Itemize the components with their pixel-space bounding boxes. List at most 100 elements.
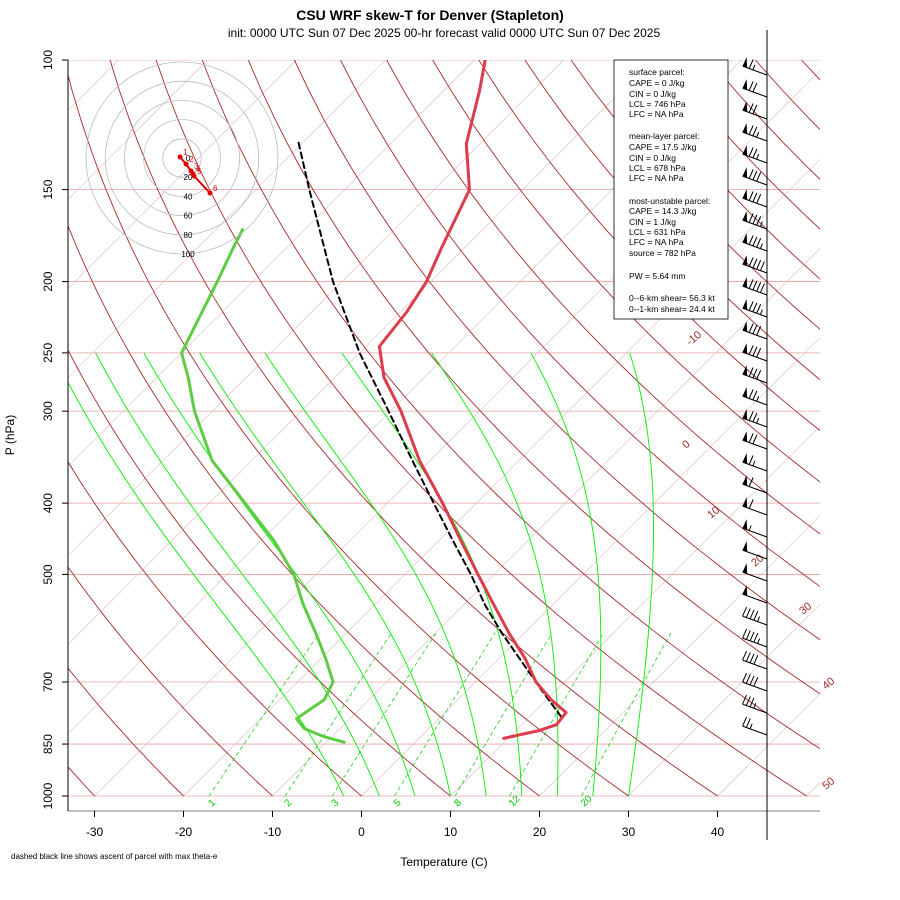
isotherm-line bbox=[68, 60, 119, 111]
wind-barb bbox=[742, 57, 768, 76]
barb-full bbox=[759, 261, 765, 271]
isotherm-line bbox=[272, 248, 820, 797]
mixing-ratio-label: 5 bbox=[392, 797, 404, 809]
barb-shaft bbox=[742, 153, 768, 164]
wind-barb bbox=[742, 563, 768, 582]
hodograph-point-label: 4 bbox=[196, 165, 201, 174]
barb-full bbox=[753, 677, 759, 687]
isotherm-line bbox=[68, 60, 475, 467]
stats-surface-lfc: LFC = NA hPa bbox=[629, 109, 684, 119]
stats-shear01: 0--1-km shear= 24.4 kt bbox=[629, 304, 715, 314]
barb-full bbox=[742, 672, 748, 683]
isotherm-line bbox=[806, 782, 820, 797]
barb-full bbox=[752, 302, 758, 313]
wind-barb bbox=[742, 409, 768, 428]
barb-full bbox=[748, 169, 754, 179]
barb-full bbox=[753, 611, 759, 621]
p-tick-label: 250 bbox=[41, 343, 55, 363]
barb-flag bbox=[742, 321, 748, 332]
stats-mu-lfc: LFC = NA hPa bbox=[629, 237, 684, 247]
barb-shaft bbox=[742, 461, 768, 472]
barb-flag bbox=[742, 123, 748, 134]
wind-barb bbox=[742, 606, 768, 626]
p-tick-label: 200 bbox=[41, 271, 55, 291]
mixing-ratio-line bbox=[454, 632, 553, 797]
wind-barb bbox=[742, 453, 768, 472]
barb-full bbox=[748, 455, 754, 465]
barb-full bbox=[759, 283, 765, 293]
barb-shaft bbox=[742, 307, 768, 318]
barb-shaft bbox=[742, 131, 768, 142]
isotherm-line bbox=[896, 60, 900, 796]
p-tick-label: 400 bbox=[41, 493, 55, 513]
isotherm-label: -10 bbox=[684, 329, 704, 348]
moist-adiabat bbox=[199, 352, 451, 797]
stats-surface-title: surface parcel: bbox=[629, 67, 685, 77]
barb-full bbox=[752, 368, 758, 379]
hodograph-point bbox=[191, 173, 197, 179]
wind-barb bbox=[742, 79, 768, 98]
barb-full bbox=[748, 147, 754, 157]
barb-shaft bbox=[742, 109, 768, 120]
barb-full bbox=[756, 238, 762, 248]
dry-adiabat bbox=[68, 460, 362, 797]
wind-barb bbox=[742, 716, 768, 736]
barb-full bbox=[756, 282, 762, 292]
barb-shaft bbox=[742, 527, 768, 538]
hodograph-point bbox=[177, 154, 183, 160]
mixing-ratio-line bbox=[581, 632, 672, 797]
barb-full bbox=[745, 630, 751, 640]
barb-full bbox=[748, 81, 754, 91]
p-tick-label: 1000 bbox=[41, 782, 55, 809]
p-tick-label: 850 bbox=[41, 734, 55, 754]
mixing-ratio-label: 12 bbox=[507, 793, 523, 809]
y-axis-label: P (hPa) bbox=[3, 415, 17, 455]
x-axis-label: Temperature (C) bbox=[400, 855, 487, 869]
wind-barb bbox=[742, 277, 768, 296]
barb-flag bbox=[742, 409, 748, 420]
dry-adiabat bbox=[68, 348, 451, 797]
barb-full bbox=[748, 257, 754, 267]
t-tick-label: -10 bbox=[264, 825, 282, 839]
dewpoint-line bbox=[180, 228, 346, 744]
hodograph-ring-label: 0 bbox=[186, 154, 191, 163]
stats-surface-cape: CAPE = 0 J/kg bbox=[629, 78, 685, 88]
hodograph-ring bbox=[124, 100, 240, 216]
barb-full bbox=[749, 631, 755, 642]
isotherm-line bbox=[68, 60, 386, 378]
barb-flag bbox=[742, 563, 748, 574]
stats-box: surface parcel: CAPE = 0 J/kg CIN = 0 J/… bbox=[613, 59, 729, 320]
barb-flag bbox=[742, 79, 748, 90]
barb-full bbox=[748, 477, 754, 487]
barb-flag bbox=[742, 365, 748, 376]
stats-mu-title: most-unstable parcel: bbox=[629, 196, 710, 206]
barb-full bbox=[749, 675, 755, 686]
barb-full bbox=[748, 125, 754, 135]
isotherm-line bbox=[450, 426, 820, 797]
p-tick-label: 700 bbox=[41, 672, 55, 692]
dry-adiabat bbox=[68, 566, 273, 797]
barb-shaft bbox=[742, 219, 768, 230]
barb-flag bbox=[742, 57, 748, 68]
isotherm-line bbox=[68, 60, 653, 645]
barb-full bbox=[753, 633, 759, 643]
mixing-ratio-line bbox=[509, 632, 604, 797]
hodograph-point-label: 6 bbox=[213, 184, 218, 193]
dry-adiabat bbox=[340, 60, 820, 588]
barb-full bbox=[745, 652, 751, 662]
barb-full bbox=[752, 258, 758, 269]
hodograph-ring-label: 80 bbox=[184, 231, 193, 240]
isotherm-label: 20 bbox=[749, 552, 766, 569]
barb-full bbox=[748, 59, 754, 69]
wind-barb bbox=[742, 321, 768, 340]
barb-half bbox=[749, 723, 753, 730]
barb-shaft bbox=[742, 439, 768, 450]
mixing-ratio-label: 20 bbox=[579, 793, 595, 809]
barb-full bbox=[745, 674, 751, 684]
barb-flag bbox=[742, 387, 748, 398]
footnote: dashed black line shows ascent of parcel… bbox=[11, 852, 218, 861]
mixing-ratio-label: 3 bbox=[330, 797, 342, 809]
barb-shaft bbox=[742, 285, 768, 296]
t-tick-label: 30 bbox=[622, 825, 636, 839]
